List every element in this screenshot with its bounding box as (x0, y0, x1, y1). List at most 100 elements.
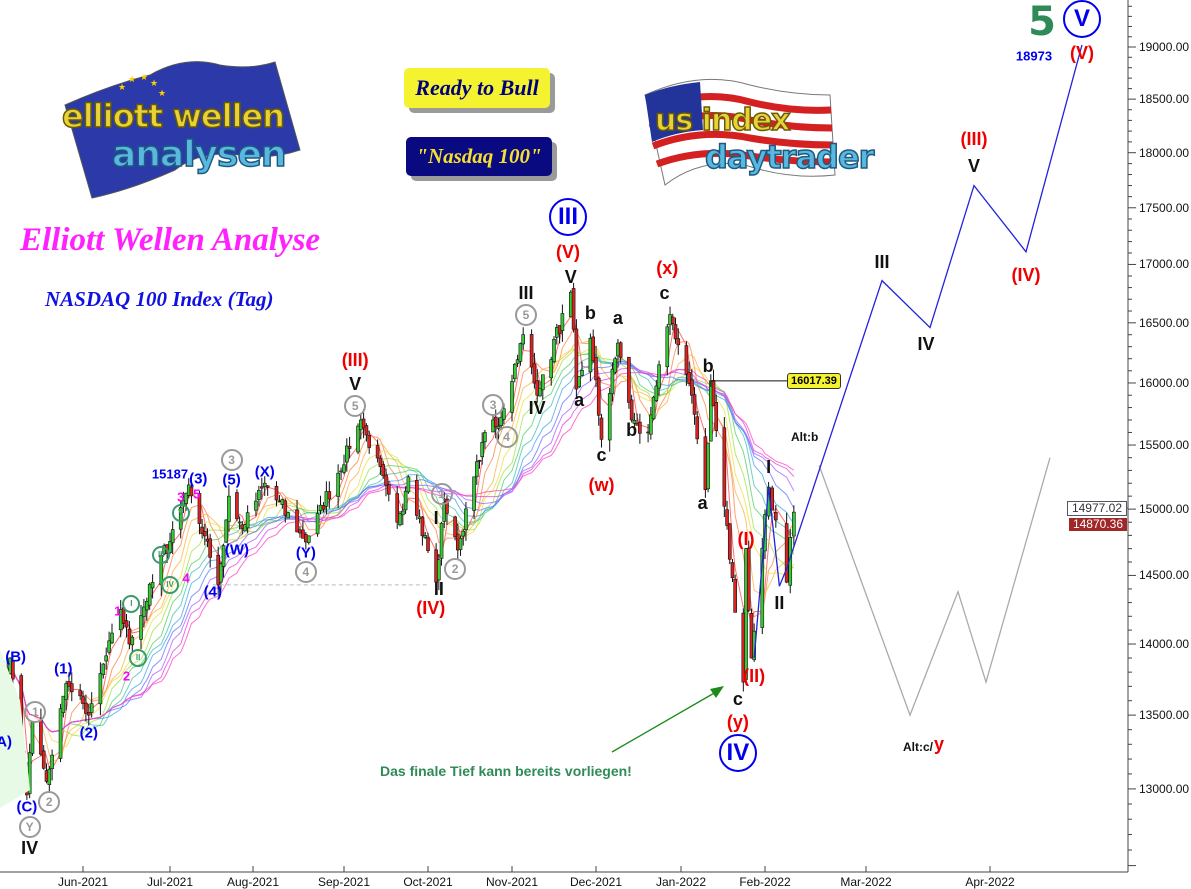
candle (89, 692, 94, 718)
candle (395, 486, 400, 529)
projection-lines (0, 44, 1083, 808)
candle (200, 518, 204, 539)
candle (327, 481, 332, 509)
wave-label: III (518, 283, 534, 304)
wave-label: b (702, 355, 714, 376)
ribbon-line (1, 349, 795, 737)
wave-label: (V) (1070, 43, 1094, 64)
x-tick-label: Aug-2021 (226, 875, 280, 889)
candle (722, 417, 727, 518)
candle (262, 476, 267, 496)
wave-label: 4 (294, 561, 317, 584)
wave-label: 3 (482, 394, 505, 417)
candle (610, 362, 615, 402)
wave-label: V (1063, 0, 1101, 39)
candle (510, 374, 514, 422)
candle (245, 505, 250, 534)
ribbon-line (1, 316, 794, 770)
candle (549, 356, 554, 386)
candle (690, 369, 694, 404)
wave-label: V (171, 504, 190, 523)
y-tick-label: 16000.00 (1139, 375, 1190, 390)
candle (235, 489, 239, 522)
candle (375, 439, 380, 463)
wave-label: 4 (182, 570, 190, 586)
ribbon-line (1, 340, 795, 763)
candle (274, 481, 279, 507)
candle (361, 408, 366, 439)
candle (725, 500, 729, 530)
candle (227, 485, 231, 533)
candle (760, 537, 765, 635)
candle (47, 765, 52, 793)
wave-label: 15187 (151, 466, 189, 482)
candle (87, 703, 91, 726)
candle (744, 548, 748, 685)
candle (627, 356, 631, 409)
candle (219, 561, 223, 591)
candle (727, 522, 732, 565)
wave-label: (B) (5, 648, 27, 666)
wave-label: III (152, 546, 171, 565)
x-tick-label: Apr-2022 (965, 875, 1015, 889)
svg-text:★: ★ (128, 75, 136, 85)
wave-label: (III) (960, 128, 988, 149)
wave-label: (w) (588, 474, 615, 495)
candle (784, 512, 789, 584)
candle (257, 485, 261, 507)
y-tick-label: 18500.00 (1139, 92, 1190, 107)
candle (684, 341, 689, 386)
wave-label: (2) (79, 724, 98, 742)
candle (189, 479, 194, 504)
candle (237, 516, 242, 530)
wave-label: 3 (177, 489, 185, 505)
candle (110, 623, 114, 645)
candle (84, 694, 88, 722)
wave-label: (III) (341, 349, 369, 370)
wave-label: I (433, 508, 439, 529)
main-projection-line (753, 44, 1083, 659)
candle (364, 423, 369, 442)
wave-label: II (433, 578, 444, 599)
candle (107, 631, 111, 655)
ribbon-line (1, 368, 795, 733)
candle (714, 394, 719, 438)
logo-left-line2: analysen (111, 134, 287, 175)
candle (540, 374, 545, 400)
candle (124, 614, 129, 638)
candle (607, 388, 612, 452)
wave-label: (IV) (1011, 264, 1041, 285)
candle (41, 745, 46, 770)
chart-subtitle: NASDAQ 100 Index (Tag) (45, 287, 274, 311)
wave-label: 2 (444, 557, 467, 580)
ribbon-line (1, 326, 795, 765)
candle (552, 336, 556, 364)
candle (30, 721, 35, 757)
wave-label: IV (917, 334, 935, 355)
elliott-wellen-logo-flag: ★★ ★★★ (64, 61, 301, 199)
wave-label: Y (18, 815, 41, 838)
candle (127, 620, 132, 650)
candle (521, 327, 526, 350)
x-tick-label: Oct-2021 (403, 875, 453, 889)
alternate-projection-line (818, 457, 1051, 717)
wave-label: 18973 (1015, 48, 1053, 64)
candle (596, 376, 601, 426)
candle (260, 477, 264, 500)
candle (594, 345, 598, 388)
candle (277, 495, 282, 503)
candle (423, 531, 428, 540)
wave-label: 2 (122, 668, 131, 684)
y-tick-label: 13500.00 (1139, 708, 1190, 723)
candle (145, 597, 149, 621)
candle (336, 464, 340, 508)
candle (657, 360, 661, 396)
logo-left-line1: elliott wellen (61, 97, 286, 135)
candle (286, 512, 291, 519)
wave-label: Alt:c/ (903, 740, 933, 755)
y-tick-label: 15500.00 (1139, 438, 1190, 453)
wave-label: (y) (726, 712, 749, 733)
moving-average-ribbon (1, 316, 795, 770)
candle (746, 540, 751, 612)
